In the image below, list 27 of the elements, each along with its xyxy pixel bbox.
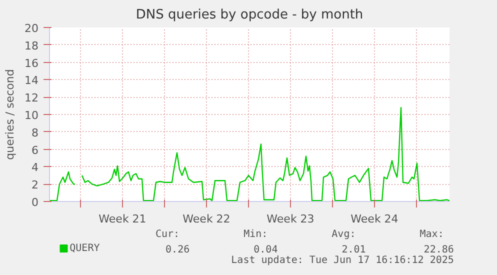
text: 22.86	[424, 244, 454, 256]
text: Last update: Tue Jun 17 16:16:12 2025	[231, 255, 454, 266]
text: 0.26	[166, 244, 190, 256]
y-tick-label: 16	[24, 56, 39, 70]
y-tick-label: 0	[32, 196, 38, 209]
y-tick-label: 14	[24, 74, 39, 88]
text: Min:	[244, 229, 268, 240]
chart-title: DNS queries by opcode - by month	[136, 8, 364, 22]
text: Cur:	[155, 229, 180, 240]
y-axis-title: queries / second	[4, 69, 17, 160]
y-tick-label: 10	[24, 109, 39, 122]
y-tick-label: 4	[32, 161, 38, 174]
text: 0.04	[254, 244, 278, 256]
x-tick-label: Week 24	[350, 212, 398, 226]
x-tick-label: Week 21	[98, 212, 146, 226]
legend-label: QUERY	[70, 243, 100, 254]
y-tick-label: 8	[32, 126, 38, 140]
y-tick-label: 18	[24, 39, 39, 52]
text: Avg:	[332, 229, 356, 240]
y-tick-label: 2	[32, 178, 38, 192]
text: Max:	[420, 229, 444, 240]
x-tick-label: Week 22	[182, 212, 230, 226]
x-tick-label: Week 23	[266, 212, 314, 226]
y-tick-label: 20	[24, 22, 39, 35]
text: 2.01	[342, 244, 366, 256]
y-tick-label: 6	[32, 144, 38, 157]
y-tick-label: 12	[24, 92, 39, 105]
